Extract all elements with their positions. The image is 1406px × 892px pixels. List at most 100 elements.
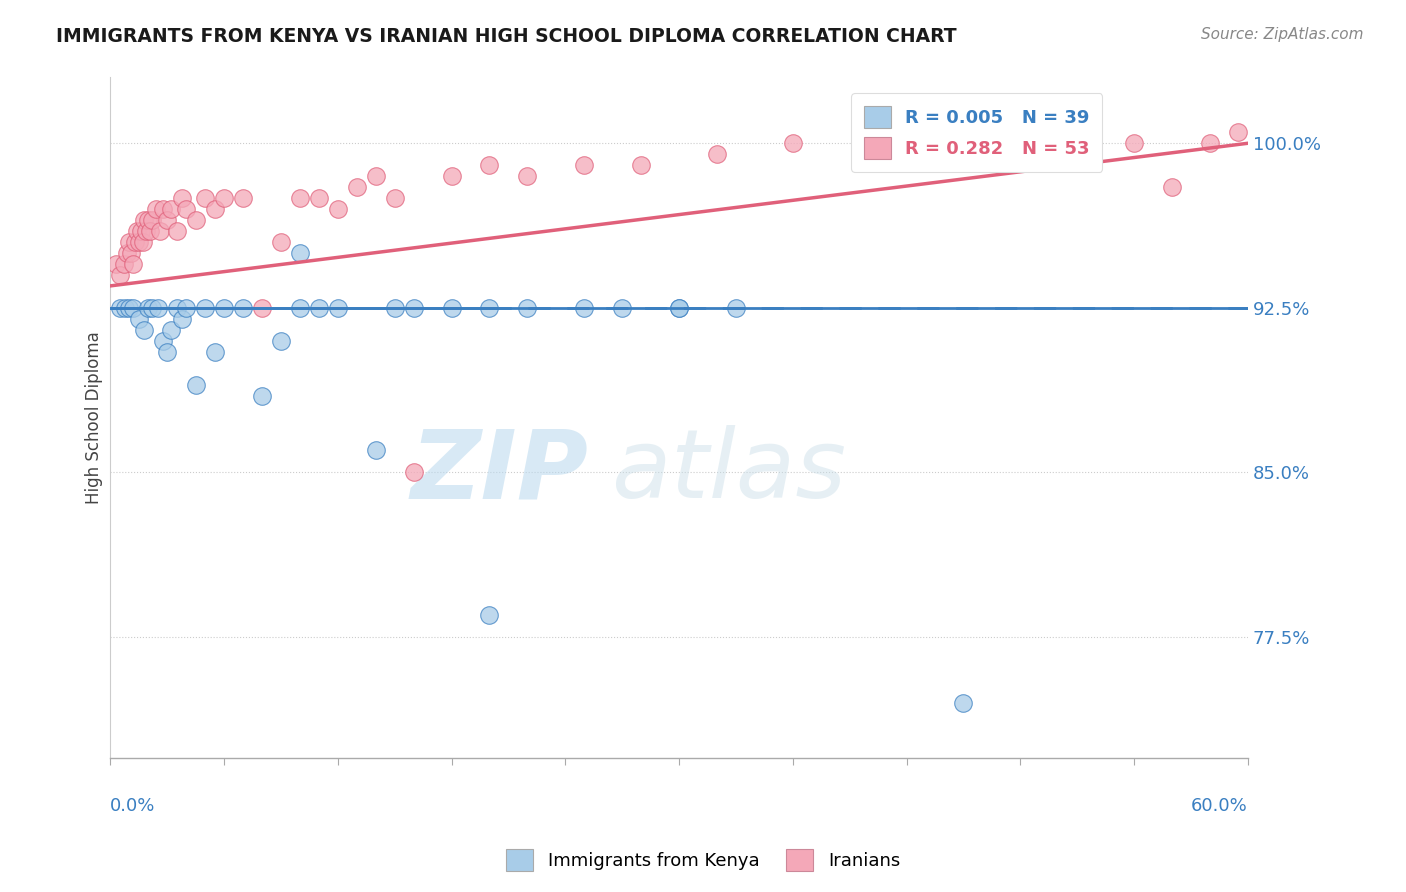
Point — [125, 224, 148, 238]
Point — [288, 246, 311, 260]
Point — [1123, 136, 1146, 151]
Point — [118, 301, 141, 315]
Point — [104, 257, 127, 271]
Point — [440, 301, 463, 315]
Point — [706, 147, 728, 161]
Point — [384, 301, 406, 315]
Point — [117, 246, 139, 260]
Point — [174, 301, 197, 315]
Legend: Immigrants from Kenya, Iranians: Immigrants from Kenya, Iranians — [499, 842, 907, 879]
Point — [124, 235, 146, 249]
Point — [364, 443, 387, 458]
Y-axis label: High School Diploma: High School Diploma — [86, 331, 103, 504]
Point — [364, 169, 387, 184]
Point — [136, 213, 159, 227]
Point — [1047, 125, 1070, 139]
Point — [108, 301, 131, 315]
Point — [184, 377, 207, 392]
Point — [440, 169, 463, 184]
Point — [108, 268, 131, 282]
Point — [326, 202, 349, 216]
Point — [129, 224, 152, 238]
Point — [152, 202, 174, 216]
Point — [134, 213, 156, 227]
Point — [288, 191, 311, 205]
Point — [270, 235, 292, 249]
Point — [782, 136, 804, 151]
Point — [478, 301, 501, 315]
Point — [250, 301, 273, 315]
Point — [952, 696, 974, 710]
Point — [232, 191, 254, 205]
Point — [724, 301, 747, 315]
Point — [122, 257, 145, 271]
Point — [232, 301, 254, 315]
Point — [128, 235, 150, 249]
Point — [152, 334, 174, 348]
Point — [384, 191, 406, 205]
Point — [141, 301, 163, 315]
Point — [112, 257, 135, 271]
Point — [166, 301, 188, 315]
Text: 60.0%: 60.0% — [1191, 797, 1249, 814]
Point — [156, 213, 179, 227]
Point — [145, 202, 167, 216]
Point — [516, 169, 538, 184]
Point — [156, 344, 179, 359]
Point — [194, 191, 217, 205]
Point — [204, 202, 226, 216]
Point — [668, 301, 690, 315]
Point — [478, 158, 501, 172]
Text: Source: ZipAtlas.com: Source: ZipAtlas.com — [1201, 27, 1364, 42]
Point — [402, 301, 425, 315]
Point — [172, 311, 194, 326]
Point — [141, 213, 163, 227]
Point — [122, 301, 145, 315]
Point — [128, 311, 150, 326]
Point — [402, 466, 425, 480]
Point — [858, 147, 880, 161]
Point — [668, 301, 690, 315]
Point — [131, 235, 153, 249]
Point — [120, 246, 142, 260]
Point — [166, 224, 188, 238]
Point — [160, 323, 183, 337]
Point — [270, 334, 292, 348]
Text: ZIP: ZIP — [411, 425, 588, 518]
Point — [160, 202, 183, 216]
Point — [174, 202, 197, 216]
Point — [1227, 125, 1250, 139]
Point — [146, 301, 169, 315]
Point — [346, 180, 368, 194]
Point — [194, 301, 217, 315]
Point — [1199, 136, 1222, 151]
Point — [212, 301, 235, 315]
Point — [952, 125, 974, 139]
Point — [308, 191, 330, 205]
Point — [1161, 180, 1184, 194]
Point — [139, 224, 162, 238]
Point — [574, 158, 596, 172]
Point — [172, 191, 194, 205]
Point — [574, 301, 596, 315]
Point — [630, 158, 652, 172]
Text: IMMIGRANTS FROM KENYA VS IRANIAN HIGH SCHOOL DIPLOMA CORRELATION CHART: IMMIGRANTS FROM KENYA VS IRANIAN HIGH SC… — [56, 27, 957, 45]
Point — [212, 191, 235, 205]
Point — [204, 344, 226, 359]
Point — [612, 301, 634, 315]
Point — [114, 301, 136, 315]
Point — [184, 213, 207, 227]
Legend: R = 0.005   N = 39, R = 0.282   N = 53: R = 0.005 N = 39, R = 0.282 N = 53 — [851, 94, 1102, 171]
Point — [250, 389, 273, 403]
Point — [478, 608, 501, 623]
Text: 0.0%: 0.0% — [110, 797, 156, 814]
Point — [134, 323, 156, 337]
Point — [326, 301, 349, 315]
Point — [288, 301, 311, 315]
Point — [308, 301, 330, 315]
Point — [136, 301, 159, 315]
Point — [516, 301, 538, 315]
Point — [118, 235, 141, 249]
Point — [148, 224, 170, 238]
Point — [135, 224, 157, 238]
